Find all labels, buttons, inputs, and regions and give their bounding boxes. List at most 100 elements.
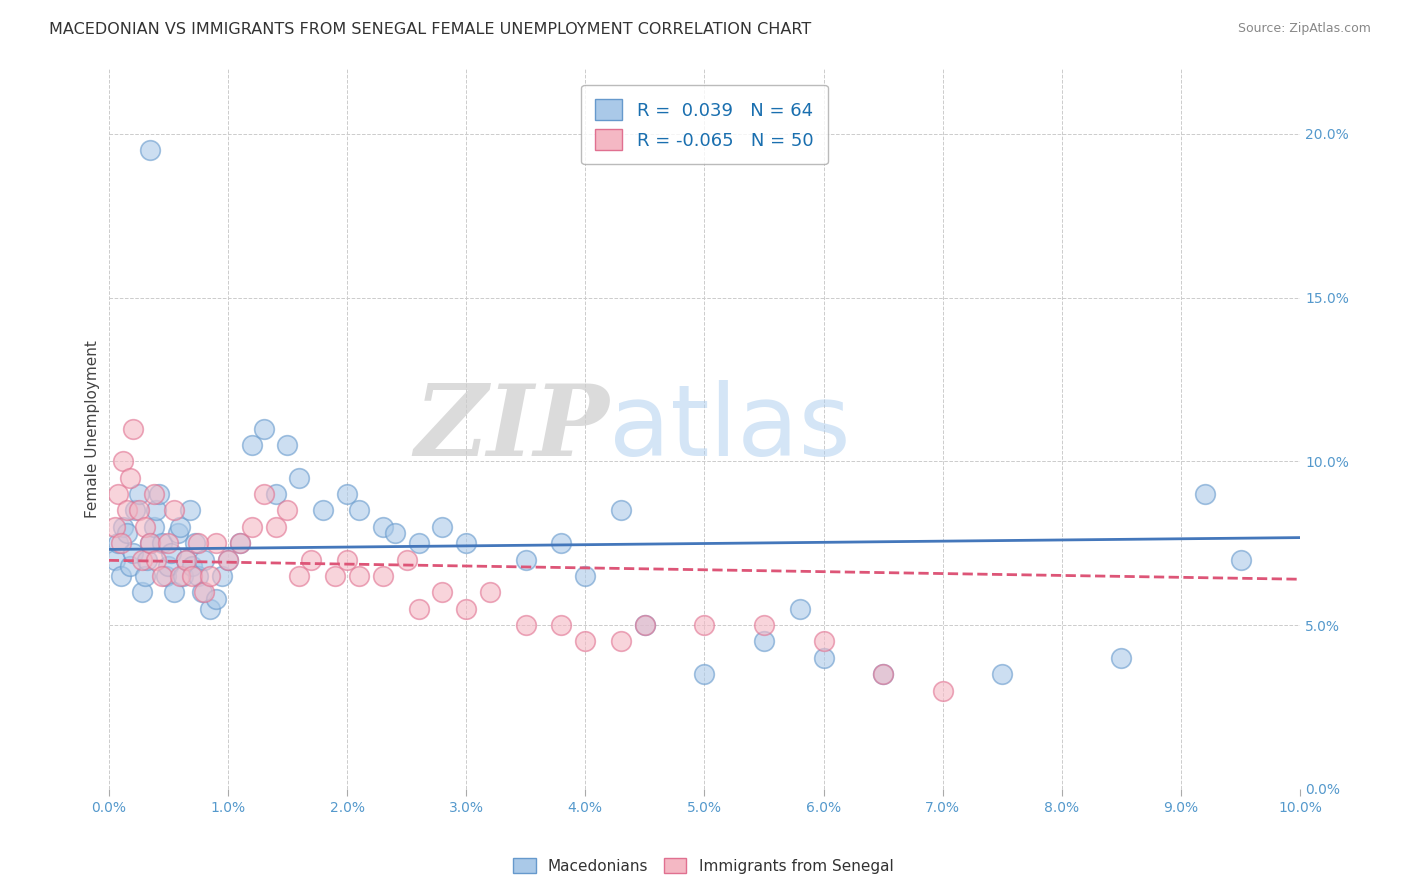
Point (371, 520, 394, 534)
Point (872, 667, 894, 681)
Point (610, 634, 633, 648)
Point (253, 422, 276, 436)
Point (574, 634, 596, 648)
Legend: Macedonians, Immigrants from Senegal: Macedonians, Immigrants from Senegal (506, 852, 900, 880)
Point (347, 503, 370, 517)
Point (139, 144, 162, 158)
Point (155, 569, 177, 583)
Point (288, 569, 311, 583)
Point (157, 559, 180, 574)
Point (143, 487, 166, 501)
Point (693, 618, 716, 632)
Point (264, 520, 287, 534)
Point (110, 569, 132, 583)
Point (115, 503, 138, 517)
Point (169, 520, 191, 534)
Point (107, 536, 129, 550)
Text: atlas: atlas (609, 380, 851, 477)
Point (312, 503, 335, 517)
Point (174, 552, 197, 566)
Point (120, 471, 142, 485)
Point (131, 552, 153, 566)
Point (157, 536, 180, 550)
Text: ZIP: ZIP (415, 380, 609, 477)
Point (112, 454, 135, 468)
Point (120, 559, 142, 574)
Point (610, 503, 633, 517)
Point (148, 487, 170, 501)
Point (150, 536, 173, 550)
Text: MACEDONIAN VS IMMIGRANTS FROM SENEGAL FEMALE UNEMPLOYMENT CORRELATION CHART: MACEDONIAN VS IMMIGRANTS FROM SENEGAL FE… (49, 22, 811, 37)
Point (159, 546, 181, 560)
Point (693, 667, 716, 681)
Point (789, 601, 811, 615)
Point (240, 520, 263, 534)
Point (187, 569, 209, 583)
Point (190, 585, 212, 599)
Point (432, 585, 454, 599)
Point (145, 552, 167, 566)
Point (139, 536, 162, 550)
Point (371, 569, 394, 583)
Point (1229, 552, 1251, 566)
Point (299, 552, 322, 566)
Point (288, 471, 311, 485)
Text: Source: ZipAtlas.com: Source: ZipAtlas.com (1237, 22, 1371, 36)
Point (183, 536, 205, 550)
Point (550, 536, 572, 550)
Point (872, 667, 894, 681)
Y-axis label: Female Unemployment: Female Unemployment (86, 340, 100, 517)
Point (187, 536, 209, 550)
Point (150, 569, 173, 583)
Point (276, 438, 298, 452)
Point (253, 487, 276, 501)
Point (347, 569, 370, 583)
Point (634, 618, 657, 632)
Point (456, 601, 478, 615)
Point (240, 438, 263, 452)
Point (134, 520, 156, 534)
Point (174, 552, 197, 566)
Point (634, 618, 657, 632)
Point (229, 536, 252, 550)
Point (107, 487, 129, 501)
Point (198, 601, 221, 615)
Point (112, 520, 135, 534)
Point (217, 552, 239, 566)
Point (217, 552, 239, 566)
Point (143, 520, 166, 534)
Point (172, 569, 194, 583)
Point (813, 650, 835, 665)
Point (134, 569, 156, 583)
Point (145, 503, 167, 517)
Point (336, 487, 359, 501)
Point (384, 526, 406, 541)
Point (1194, 487, 1216, 501)
Point (1111, 650, 1133, 665)
Point (550, 618, 572, 632)
Point (104, 552, 127, 566)
Point (139, 536, 162, 550)
Point (229, 536, 252, 550)
Point (991, 667, 1014, 681)
Point (931, 683, 953, 698)
Point (211, 569, 233, 583)
Point (167, 526, 190, 541)
Point (205, 591, 228, 606)
Point (515, 552, 537, 566)
Point (456, 536, 478, 550)
Point (198, 569, 221, 583)
Point (408, 601, 430, 615)
Point (121, 422, 143, 436)
Point (110, 536, 132, 550)
Point (574, 569, 596, 583)
Point (515, 618, 537, 632)
Point (813, 634, 835, 648)
Point (193, 552, 215, 566)
Point (104, 520, 127, 534)
Point (752, 634, 775, 648)
Point (181, 569, 204, 583)
Point (179, 503, 201, 517)
Point (395, 552, 418, 566)
Point (163, 503, 186, 517)
